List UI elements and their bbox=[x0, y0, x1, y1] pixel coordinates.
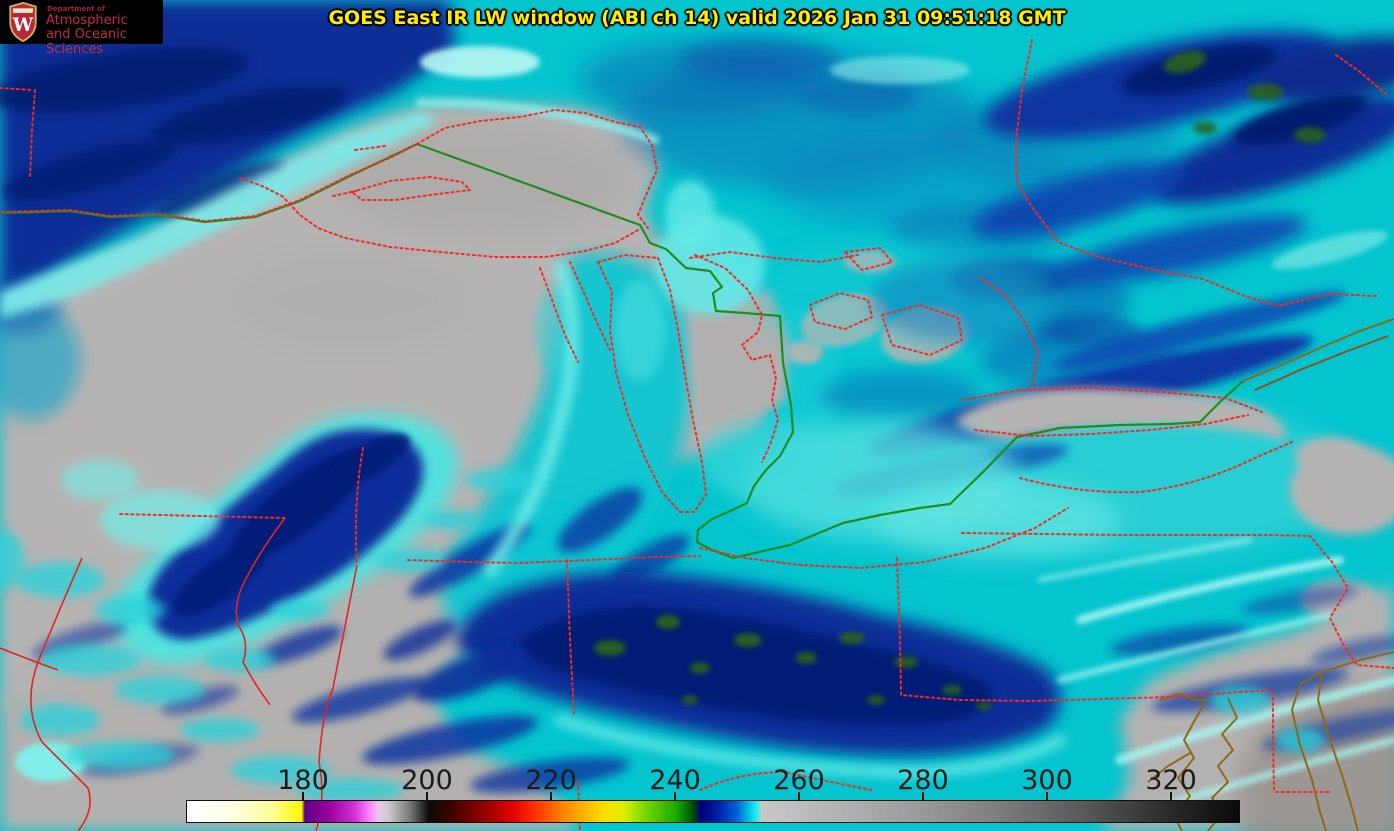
st-lawrence-coast-lines bbox=[1242, 318, 1394, 391]
bright-cloud-highlights bbox=[0, 46, 1394, 814]
coldest-tops-green-speckles bbox=[594, 50, 1326, 710]
image-title: GOES East IR LW window (ABI ch 14) valid… bbox=[328, 7, 1066, 29]
uw-aos-banner: W Department of Atmospheric and Oceanic … bbox=[0, 0, 163, 57]
crest-letter: W bbox=[12, 15, 34, 36]
dept-label-line3: and Oceanic Sciences bbox=[46, 27, 127, 57]
cold-cloud-navy bbox=[0, 0, 1394, 497]
cold-mass-ohio-valley bbox=[383, 571, 1061, 756]
river-lines bbox=[0, 517, 358, 831]
state-borders-shorelines bbox=[0, 39, 1394, 831]
patchy-cyan-bottom-left bbox=[0, 468, 1325, 802]
uw-crest-logo: W bbox=[9, 2, 37, 42]
dept-label-small: Department of bbox=[47, 5, 105, 13]
cold-band-left-center bbox=[114, 413, 690, 665]
dept-label-line2: Atmospheric bbox=[46, 13, 128, 28]
